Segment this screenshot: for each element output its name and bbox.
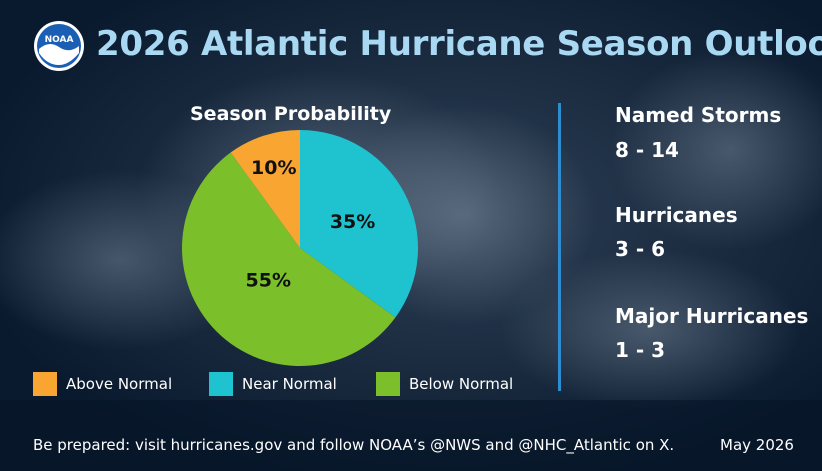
pie-label-near-normal: 35%: [330, 211, 375, 233]
legend-item-near-normal: Near Normal: [209, 371, 337, 397]
pie-label-above-normal: 10%: [251, 157, 296, 179]
footer-date: May 2026: [720, 436, 794, 454]
section-divider: [558, 103, 561, 391]
pie-slice-above-normal: [230, 130, 300, 248]
stat-value-named-storms: 8 - 14: [615, 138, 679, 162]
logo-text: NOAA: [45, 35, 74, 45]
pie-slice-below-normal: [181, 152, 396, 367]
legend-item-below-normal: Below Normal: [376, 371, 513, 397]
stat-value-hurricanes: 3 - 6: [615, 237, 666, 261]
stat-label-hurricanes: Hurricanes: [615, 203, 738, 227]
pie-slice-near-normal: [300, 130, 418, 318]
pie-chart: 35% 55% 10%: [181, 130, 418, 367]
legend-label-below-normal: Below Normal: [409, 375, 514, 393]
legend-swatch-near-normal: [209, 372, 233, 396]
legend-swatch-below-normal: [376, 372, 400, 396]
stat-label-named-storms: Named Storms: [615, 103, 782, 127]
pie-label-below-normal: 55%: [246, 270, 291, 292]
legend-label-near-normal: Near Normal: [242, 375, 337, 393]
legend-item-above-normal: Above Normal: [33, 371, 172, 397]
chart-legend: Above Normal Near Normal Below Normal: [33, 371, 533, 397]
chart-title: Season Probability: [190, 103, 392, 125]
legend-swatch-above-normal: [33, 372, 57, 396]
stat-label-major-hurricanes: Major Hurricanes: [615, 304, 809, 328]
legend-label-above-normal: Above Normal: [66, 375, 173, 393]
page-title: 2026 Atlantic Hurricane Season Outlook: [96, 24, 822, 64]
noaa-logo: NOAA: [34, 21, 84, 71]
stat-value-major-hurricanes: 1 - 3: [615, 338, 666, 362]
footer-text: Be prepared: visit hurricanes.gov and fo…: [33, 436, 675, 454]
